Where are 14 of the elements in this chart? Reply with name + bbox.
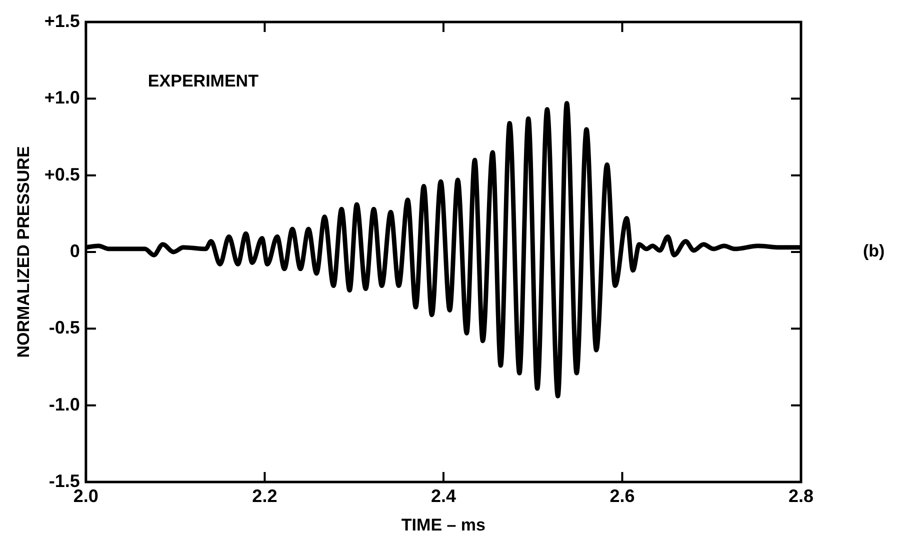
x-tick-label: 2.6 xyxy=(610,486,635,506)
y-tick-label: -1.0 xyxy=(48,394,80,414)
y-tick-label: -0.5 xyxy=(48,318,80,338)
y-tick-label: +0.5 xyxy=(44,164,80,184)
y-tick-label: +1.5 xyxy=(44,10,80,31)
x-tick-label: 2.2 xyxy=(252,486,278,506)
y-axis-title: NORMALIZED PRESSURE xyxy=(14,146,33,358)
y-tick-label: 0 xyxy=(70,240,80,261)
annotation: EXPERIMENT xyxy=(148,72,260,91)
text: (b) xyxy=(863,242,885,261)
x-tick-label: 2.8 xyxy=(788,486,814,506)
x-tick-label: 2.4 xyxy=(430,486,456,506)
x-axis-title: TIME – ms xyxy=(401,515,486,534)
y-tick-label: +1.0 xyxy=(44,88,80,108)
